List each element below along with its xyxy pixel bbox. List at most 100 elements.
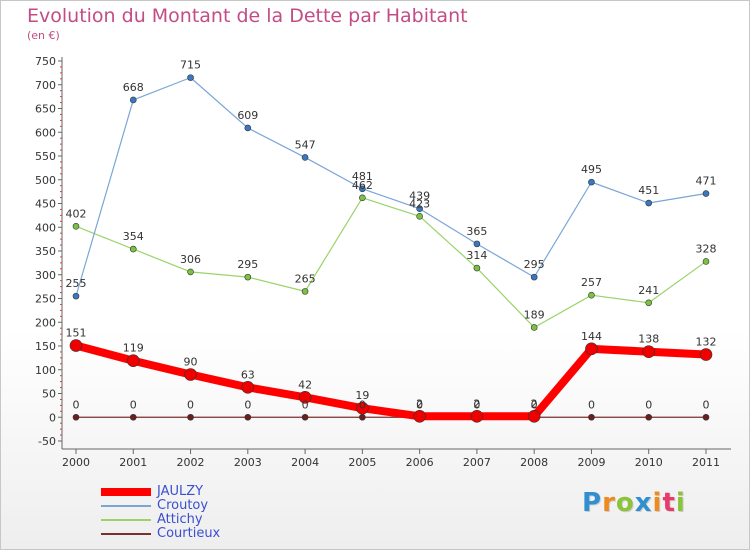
- data-label-attichy: 257: [581, 276, 602, 289]
- chart-title: Evolution du Montant de la Dette par Hab…: [27, 5, 468, 27]
- data-label-croutoy: 295: [524, 258, 545, 271]
- data-point-jaulzy: [126, 354, 140, 368]
- data-point-croutoy: [588, 178, 595, 186]
- data-point-attichy: [244, 273, 252, 281]
- data-label-courtieux: 0: [302, 398, 309, 411]
- data-label-attichy: 265: [295, 272, 316, 285]
- data-label-courtieux: 0: [416, 398, 423, 411]
- data-label-croutoy: 365: [466, 225, 487, 238]
- y-tick-label: 50: [42, 388, 56, 401]
- data-label-jaulzy: 2: [473, 397, 480, 410]
- y-tick-label: 150: [35, 340, 56, 353]
- data-point-courtieux: [244, 413, 252, 421]
- x-tick-label: 2008: [520, 456, 548, 469]
- data-point-courtieux: [702, 413, 710, 421]
- data-point-courtieux: [588, 413, 595, 421]
- data-point-attichy: [301, 288, 309, 295]
- y-tick-label: 350: [35, 245, 56, 258]
- data-label-croutoy: 715: [180, 59, 201, 72]
- data-label-attichy: 328: [696, 242, 717, 255]
- data-label-croutoy: 547: [295, 138, 316, 151]
- logo-letter: i: [652, 488, 663, 518]
- y-tick-label: 650: [35, 103, 56, 116]
- data-point-attichy: [588, 291, 595, 299]
- legend-swatch: [101, 533, 151, 535]
- data-point-courtieux: [645, 413, 653, 421]
- data-point-croutoy: [129, 96, 137, 104]
- data-point-jaulzy: [699, 348, 713, 361]
- x-tick-label: 2002: [177, 456, 205, 469]
- data-label-attichy: 423: [409, 197, 430, 210]
- legend-label: Attichy: [157, 512, 203, 527]
- x-tick-label: 2010: [635, 456, 663, 469]
- data-point-croutoy: [187, 74, 194, 81]
- x-tick-label: 2011: [692, 456, 720, 469]
- data-point-croutoy: [72, 292, 80, 300]
- data-label-attichy: 306: [180, 253, 201, 266]
- data-label-jaulzy: 132: [696, 336, 717, 349]
- data-point-courtieux: [72, 413, 80, 421]
- data-point-croutoy: [702, 190, 710, 197]
- y-tick-label: -50: [38, 435, 56, 448]
- x-tick-label: 2009: [577, 456, 605, 469]
- data-label-courtieux: 0: [244, 398, 251, 411]
- data-point-jaulzy: [356, 401, 369, 415]
- series-line-croutoy: [75, 77, 707, 297]
- x-tick-label: 2003: [234, 456, 262, 469]
- data-point-croutoy: [473, 240, 481, 248]
- data-label-courtieux: 0: [473, 398, 480, 411]
- data-label-croutoy: 495: [581, 163, 602, 176]
- data-point-attichy: [702, 258, 710, 265]
- data-point-jaulzy: [527, 409, 541, 423]
- legend-swatch: [101, 519, 151, 521]
- data-label-croutoy: 609: [237, 109, 258, 122]
- series-line-jaulzy: [74, 341, 707, 421]
- y-tick-label: 250: [35, 293, 56, 306]
- x-tick-label: 2004: [291, 456, 319, 469]
- data-point-attichy: [359, 194, 366, 202]
- x-tick-label: 2001: [119, 456, 147, 469]
- data-label-jaulzy: 151: [66, 327, 87, 340]
- data-label-jaulzy: 119: [123, 342, 144, 355]
- data-point-courtieux: [187, 413, 194, 421]
- y-tick-label: 500: [35, 174, 56, 187]
- x-tick-label: 2000: [62, 456, 90, 469]
- logo-letter: x: [634, 488, 653, 518]
- data-label-attichy: 462: [352, 179, 373, 192]
- data-point-attichy: [416, 213, 423, 220]
- logo-letter: P: [582, 488, 603, 518]
- y-tick-label: 100: [35, 364, 56, 377]
- data-point-jaulzy: [298, 390, 312, 404]
- x-tick-label: 2007: [463, 456, 491, 469]
- proxiti-logo: Proxiti: [582, 488, 686, 518]
- data-label-jaulzy: 144: [581, 330, 602, 343]
- legend-label: JAULZY: [157, 484, 204, 499]
- y-tick-label: 750: [35, 55, 56, 68]
- logo-letter: t: [662, 488, 676, 518]
- y-tick-label: 200: [35, 316, 56, 329]
- data-label-courtieux: 0: [531, 398, 538, 411]
- data-point-jaulzy: [413, 409, 426, 423]
- data-label-attichy: 354: [123, 230, 144, 243]
- y-tick-label: 450: [35, 198, 56, 211]
- data-point-jaulzy: [642, 345, 656, 359]
- data-label-courtieux: 0: [130, 398, 137, 411]
- data-point-croutoy: [530, 273, 538, 281]
- data-label-jaulzy: 2: [416, 397, 423, 410]
- data-point-courtieux: [359, 413, 366, 421]
- logo-letter: o: [615, 488, 635, 518]
- chart-unit-label: (en €): [27, 29, 60, 42]
- data-label-croutoy: 451: [638, 184, 659, 197]
- x-tick-label: 2006: [406, 456, 434, 469]
- data-label-jaulzy: 90: [184, 356, 198, 369]
- legend-swatch: [101, 488, 151, 496]
- data-point-croutoy: [645, 199, 653, 207]
- data-label-attichy: 241: [638, 284, 659, 297]
- data-point-jaulzy: [585, 342, 598, 356]
- y-tick-label: 550: [35, 150, 56, 163]
- logo-letter: i: [675, 488, 686, 518]
- x-tick-label: 2005: [348, 456, 376, 469]
- data-point-jaulzy: [241, 381, 255, 394]
- data-point-jaulzy: [470, 409, 484, 423]
